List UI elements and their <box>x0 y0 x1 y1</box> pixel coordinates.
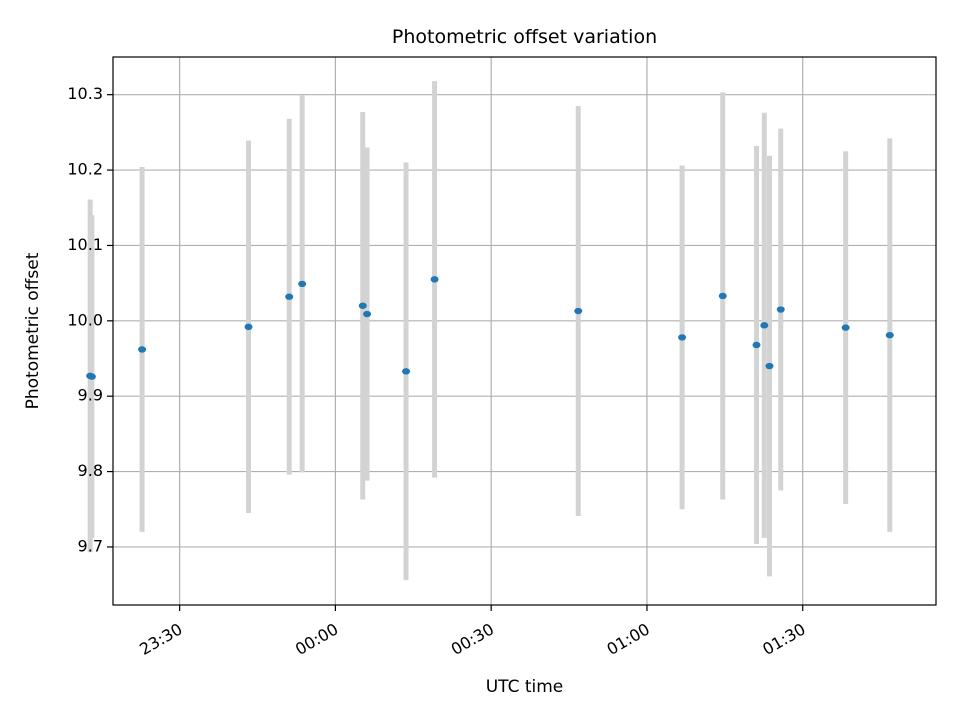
data-point <box>752 341 761 349</box>
data-point <box>363 310 372 318</box>
data-point <box>298 280 307 288</box>
data-point <box>87 373 96 380</box>
data-point <box>760 322 769 329</box>
x-axis-label: UTC time <box>486 677 564 697</box>
data-point <box>358 302 367 309</box>
y-tick-label: 9.7 <box>78 536 103 555</box>
y-tick-label: 10.1 <box>67 235 103 254</box>
y-axis-label: Photometric offset <box>23 252 43 409</box>
data-point <box>678 334 687 341</box>
data-point <box>285 293 294 300</box>
chart-title: Photometric offset variation <box>392 26 657 48</box>
data-point <box>138 346 147 353</box>
y-tick-layer: 9.7 9.8 9.9 10.0 10.1 10.2 10.3 <box>67 84 113 555</box>
point-layer <box>86 276 894 380</box>
y-tick-label: 9.9 <box>78 386 103 405</box>
data-point <box>430 276 439 283</box>
data-point <box>402 368 411 375</box>
y-tick-label: 9.8 <box>78 461 103 480</box>
data-point <box>765 362 774 370</box>
data-point <box>244 323 253 331</box>
data-point <box>718 292 727 300</box>
data-point <box>885 331 894 339</box>
data-point <box>574 307 583 315</box>
data-point <box>776 306 785 313</box>
y-tick-label: 10.0 <box>67 310 103 329</box>
y-tick-label: 10.2 <box>67 160 103 179</box>
y-tick-label: 10.3 <box>67 84 103 103</box>
data-point <box>841 324 850 331</box>
plot-frame <box>112 56 937 606</box>
